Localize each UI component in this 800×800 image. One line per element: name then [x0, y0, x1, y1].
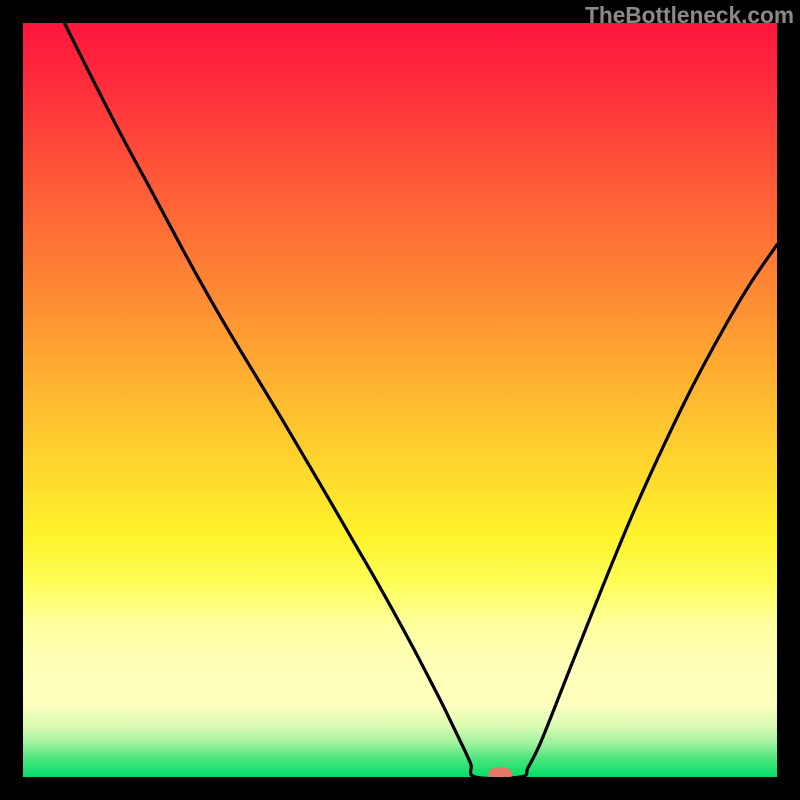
chart-frame: TheBottleneck.com: [0, 0, 800, 800]
gradient-background: [23, 23, 777, 777]
bottleneck-curve-chart: [23, 23, 777, 777]
watermark-text: TheBottleneck.com: [585, 2, 794, 29]
